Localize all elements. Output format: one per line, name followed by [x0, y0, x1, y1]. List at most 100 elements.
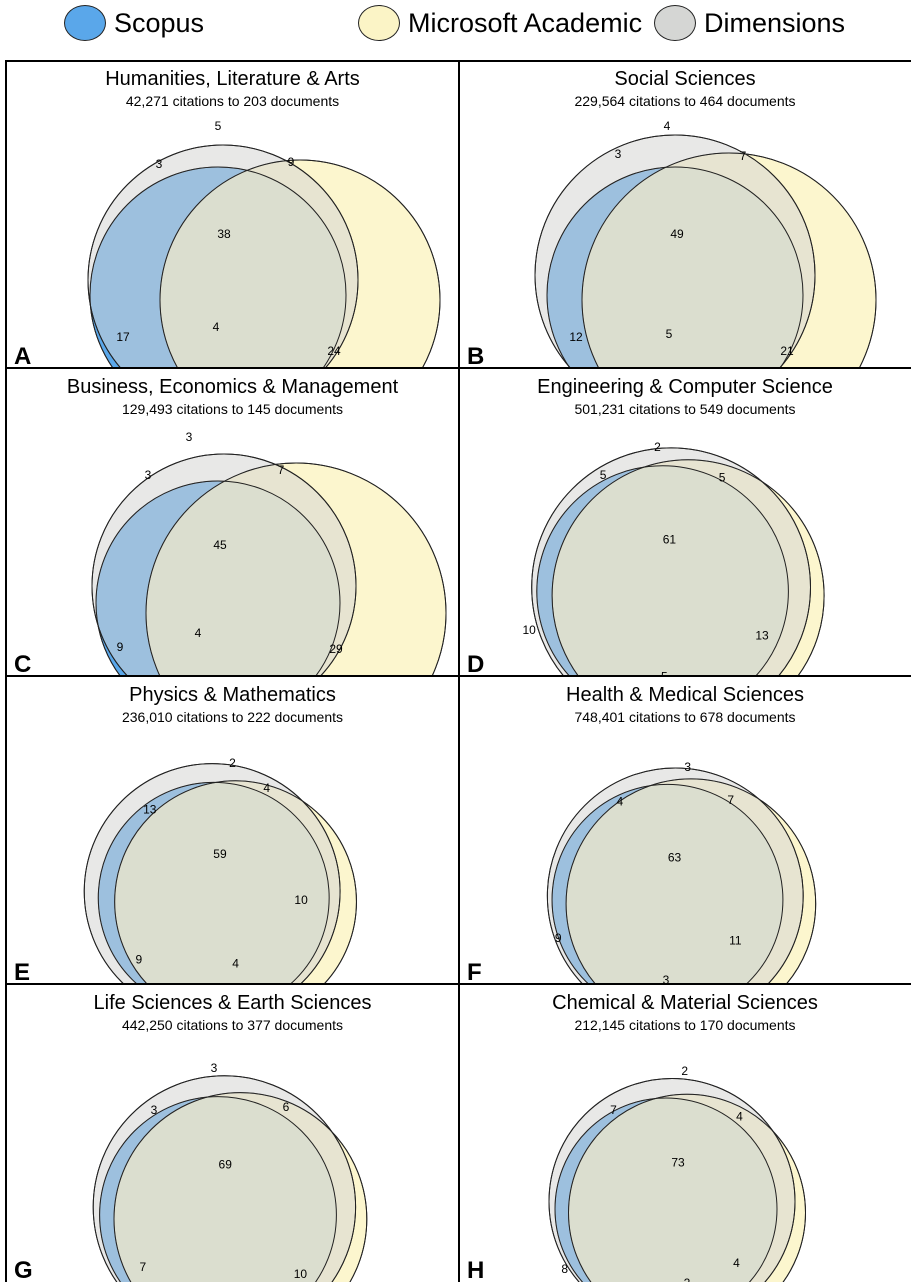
region-label-dimensions-only: 5	[215, 119, 222, 133]
venn-diagram: 9 11 3 4 7 3 63	[546, 760, 817, 984]
panel-letter: B	[467, 343, 485, 370]
legend: Scopus Microsoft Academic Dimensions	[0, 0, 911, 60]
region-label-all-three: 59	[213, 847, 227, 861]
region-label-all-three: 61	[663, 533, 677, 547]
region-label-microsoft-only: 13	[755, 629, 769, 643]
region-label-scopus-only: 9	[117, 640, 124, 654]
outline-dimensions	[546, 767, 804, 984]
region-label-microsoft-only: 21	[780, 344, 794, 358]
region-label-microsoft-only: 10	[294, 1267, 308, 1281]
region-label-microsoft-dimensions: 4	[736, 1110, 743, 1124]
legend-swatch-microsoft	[358, 5, 400, 41]
outline-dimensions	[87, 144, 359, 368]
legend-item-dimensions: Dimensions	[654, 4, 845, 42]
panel-title: Business, Economics & Management	[66, 376, 399, 398]
region-label-scopus-only: 8	[561, 1262, 568, 1276]
region-label-microsoft-dimensions: 9	[288, 155, 295, 169]
outline-microsoft-academic	[114, 780, 357, 984]
region-label-scopus-dimensions: 5	[600, 468, 607, 482]
region-label-microsoft-only: 24	[327, 344, 341, 358]
region-label-scopus-dimensions: 13	[143, 803, 157, 817]
legend-label-scopus: Scopus	[114, 7, 205, 38]
region-label-microsoft-only: 4	[733, 1256, 740, 1270]
region-label-microsoft-dimensions: 4	[263, 781, 270, 795]
legend-item-scopus: Scopus	[64, 4, 204, 42]
outline-scopus	[89, 166, 347, 368]
region-label-microsoft-dimensions: 7	[278, 463, 285, 477]
region-label-scopus-microsoft: 5	[666, 327, 673, 341]
outline-microsoft-academic	[581, 152, 877, 368]
panel-title: Humanities, Literature & Arts	[105, 68, 360, 90]
venn-diagram: 12 21 4 3 7 5 49	[534, 119, 877, 368]
region-label-all-three: 73	[671, 1155, 685, 1169]
venn-panel-d: 10 13 2 5 5 5 61 Engineering & Computer Science…	[459, 368, 911, 678]
panel-letter: E	[14, 959, 31, 986]
venn-diagram: 710336369	[92, 1061, 368, 1282]
region-label-dimensions-only: 2	[681, 1064, 688, 1078]
panel-grid: 17 24 5 3 9 4 38 Humanities, Literature & Arts 4…	[0, 60, 911, 1284]
legend-swatch-dimensions	[654, 5, 696, 41]
region-label-all-three: 63	[668, 851, 682, 865]
outline-microsoft-academic	[145, 462, 447, 676]
outline-dimensions	[92, 1075, 357, 1282]
panel-title: Health & Medical Sciences	[566, 684, 804, 706]
grid-divider-row-1	[5, 367, 911, 369]
region-label-dimensions-only: 4	[664, 119, 671, 133]
region-label-all-three: 49	[670, 227, 684, 241]
outline-microsoft-academic	[568, 1093, 806, 1282]
panel-title: Chemical & Material Sciences	[552, 992, 818, 1014]
circle-dimensions	[92, 1075, 357, 1282]
region-label-scopus-only: 9	[555, 931, 562, 945]
panel-subtitle: 212,145 citations to 170 documents	[574, 1017, 796, 1033]
venn-panel-b: 12 21 4 3 7 5 49 Social Sciences 229,564 citatio…	[459, 60, 911, 370]
region-label-scopus-microsoft: 3	[663, 973, 670, 984]
outline-scopus	[536, 465, 789, 676]
panel-title: Life Sciences & Earth Sciences	[93, 992, 372, 1014]
circle-dimensions	[548, 1078, 796, 1282]
region-label-scopus-dimensions: 3	[151, 1103, 158, 1117]
venn-diagram: 10 13 2 5 5 5 61	[522, 440, 825, 676]
region-label-scopus-microsoft: 4	[195, 626, 202, 640]
region-label-microsoft-only: 29	[329, 642, 343, 656]
venn-diagram: 9 29 3 3 7 4 45	[91, 430, 447, 676]
region-label-scopus-dimensions: 3	[615, 147, 622, 161]
region-label-scopus-only: 17	[116, 330, 130, 344]
legend-swatch-scopus	[64, 5, 106, 41]
venn-panel-g: 710336369Life Sciences & Earth Sciences4…	[6, 984, 459, 1284]
panel-subtitle: 236,010 citations to 222 documents	[121, 709, 344, 725]
panel-title: Physics & Mathematics	[129, 684, 336, 706]
region-label-dimensions-only: 3	[211, 1061, 218, 1075]
outline-dimensions	[83, 763, 341, 984]
region-label-microsoft-dimensions: 7	[727, 793, 734, 807]
region-label-scopus-microsoft: 5	[661, 670, 668, 676]
region-label-scopus-only: 10	[522, 623, 536, 637]
panel-subtitle: 229,564 citations to 464 documents	[574, 93, 796, 109]
outline-scopus	[95, 480, 341, 676]
outline-microsoft-academic	[565, 778, 817, 984]
outline-scopus	[551, 783, 784, 984]
region-label-all-three: 38	[217, 227, 231, 241]
panel-subtitle: 129,493 citations to 145 documents	[121, 401, 344, 417]
panel-letter: D	[467, 651, 485, 678]
venn-panel-h: 8 4 2 7 4 2 73 Chemical & Material Sciences 212,…	[459, 984, 911, 1284]
region-label-scopus-dimensions: 7	[610, 1103, 617, 1117]
outline-microsoft-academic	[551, 459, 825, 676]
circle-dimensions	[546, 767, 804, 984]
venn-diagram: 9 10 2 13 4 4 59	[83, 756, 357, 984]
venn-panel-c: 9 29 3 3 7 4 45 Business, Economics & Managemen…	[6, 368, 459, 678]
region-label-scopus-microsoft: 4	[213, 320, 220, 334]
venn-panel-a: 17 24 5 3 9 4 38 Humanities, Literature & Arts 4…	[6, 60, 459, 370]
panel-letter: A	[14, 343, 32, 370]
region-label-dimensions-only: 3	[684, 760, 691, 774]
region-label-microsoft-dimensions: 5	[719, 471, 726, 485]
outline-scopus	[99, 1096, 337, 1282]
outline-scopus	[546, 166, 804, 368]
outline-dimensions	[91, 453, 357, 676]
panel-title: Engineering & Computer Science	[537, 376, 833, 398]
region-label-dimensions-only: 3	[186, 430, 193, 444]
outline-dimensions	[534, 134, 816, 368]
legend-item-microsoft: Microsoft Academic	[358, 4, 642, 42]
venn-panel-e: 9 10 2 13 4 4 59 Physics & Mathematics 236,010 c…	[6, 676, 459, 986]
region-label-all-three: 69	[219, 1158, 233, 1172]
region-label-all-three: 45	[213, 538, 227, 552]
